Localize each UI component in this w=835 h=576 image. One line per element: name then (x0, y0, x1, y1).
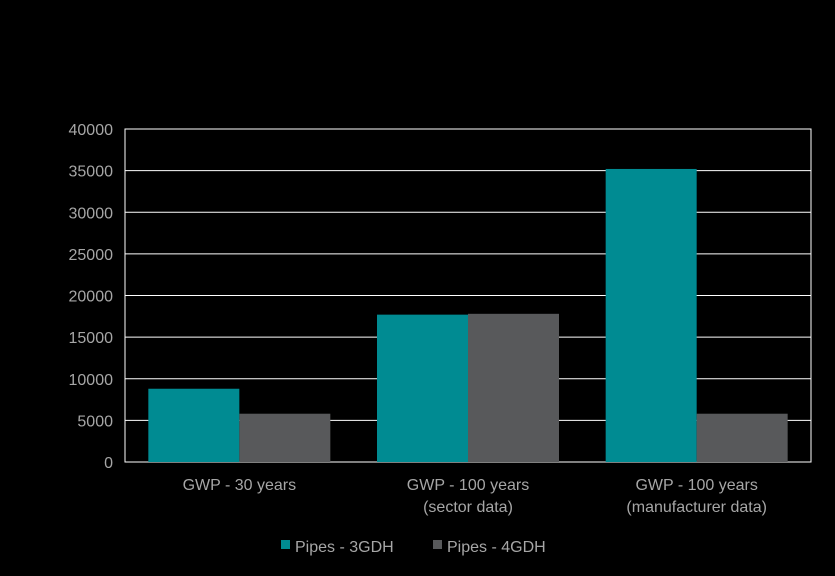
y-tick-label: 10000 (69, 372, 114, 389)
y-tick-label: 30000 (69, 205, 114, 222)
y-tick-label: 40000 (69, 122, 114, 139)
x-category-label: GWP - 30 years (183, 477, 297, 494)
x-category-label: (sector data) (423, 499, 513, 516)
legend-label: Pipes - 3GDH (295, 539, 394, 556)
bars (148, 168, 788, 462)
bar-pipes-4gdh-0 (239, 413, 331, 462)
bar-pipes-3gdh-2 (605, 168, 697, 462)
x-category-label: (manufacturer data) (626, 499, 767, 516)
x-category-label: GWP - 100 years (635, 477, 757, 494)
y-axis-ticks: 0 5000 10000 15000 20000 25000 30000 35000 40000 (69, 122, 114, 472)
legend-label: Pipes - 4GDH (447, 539, 546, 556)
legend-swatch (433, 540, 442, 549)
y-tick-label: 5000 (77, 413, 113, 430)
bar-pipes-4gdh-1 (468, 313, 559, 462)
legend-swatch (281, 540, 290, 549)
x-axis-categories: GWP - 30 years GWP - 100 years (sector dat… (183, 477, 767, 516)
y-tick-label: 0 (104, 455, 113, 472)
bar-pipes-3gdh-1 (377, 314, 468, 462)
legend: Pipes - 3GDH Pipes - 4GDH (281, 539, 546, 556)
y-tick-label: 20000 (69, 289, 114, 306)
y-tick-label: 15000 (69, 330, 114, 347)
bar-pipes-3gdh-0 (148, 388, 240, 462)
bar-pipes-4gdh-2 (696, 413, 788, 462)
x-category-label: GWP - 100 years (407, 477, 529, 494)
y-tick-label: 35000 (69, 164, 114, 181)
y-tick-label: 25000 (69, 247, 114, 264)
